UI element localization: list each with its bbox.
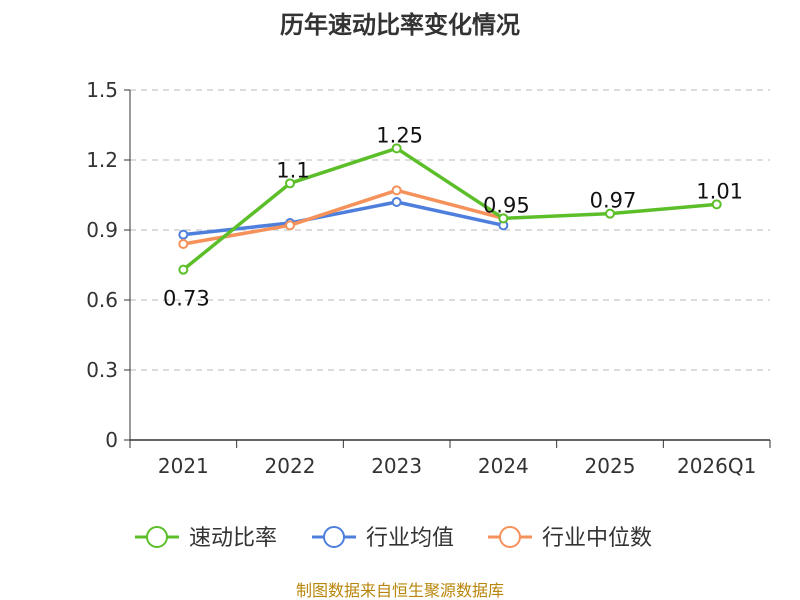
data-point [498,213,509,224]
data-label: 0.95 [483,193,530,217]
series-line [183,188,504,246]
data-label: 0.97 [590,189,637,213]
data-label: 1.25 [376,123,423,147]
series-行业中位数 [178,185,509,249]
data-point [711,199,722,210]
data-point [285,220,295,231]
data-point [391,197,402,207]
data-labels: 0.73 1.1 1.25 0.95 0.97 1.01 [163,123,743,310]
series-line [183,200,504,237]
legend-item-行业均值[interactable]: 行业均值 [312,526,454,551]
data-label: 1.01 [696,179,743,203]
data-point [178,229,189,240]
series-速动比率 [178,143,722,275]
y-tick-label: 0.9 [86,218,118,242]
y-tick-label: 1.5 [86,78,118,102]
grid [130,89,770,371]
x-tick-label: 2023 [371,454,422,478]
legend-item-行业中位数[interactable]: 行业中位数 [488,526,652,551]
legend[interactable]: 速动比率 行业均值 行业中位数 [135,526,652,551]
legend-label: 行业中位数 [542,526,652,551]
data-point [285,178,295,189]
legend-marker [323,526,345,548]
data-label: 0.73 [163,287,210,311]
y-tick-label: 0.3 [86,358,118,382]
x-tick-label: 2025 [585,454,636,478]
series-layer [178,143,722,275]
axes: 0 0.3 0.6 0.9 1.2 1.5 2021 2022 2023 2024 2025 2026… [86,78,771,478]
y-tick-label: 0 [105,428,118,452]
data-point [178,239,189,249]
legend-item-速动比率[interactable]: 速动比率 [135,526,277,551]
x-tick-label: 2021 [158,454,209,478]
data-point [391,143,402,154]
x-tick-label: 2022 [265,454,316,478]
x-tick-label: 2026Q1 [677,454,756,478]
y-tick-label: 0.6 [86,288,118,312]
data-point [605,208,615,219]
y-tick-label: 1.2 [86,148,118,172]
legend-label: 行业均值 [366,526,454,551]
legend-marker [146,526,168,548]
series-line [182,146,717,272]
data-point [178,264,189,275]
chart-title: 历年速动比率变化情况 [280,11,520,39]
x-tick-label: 2024 [478,454,529,478]
data-point [391,185,402,196]
source-note: 制图数据来自恒生聚源数据库 [296,581,504,600]
data-label: 1.1 [276,158,309,182]
legend-marker [499,526,521,548]
legend-label: 速动比率 [189,526,277,551]
